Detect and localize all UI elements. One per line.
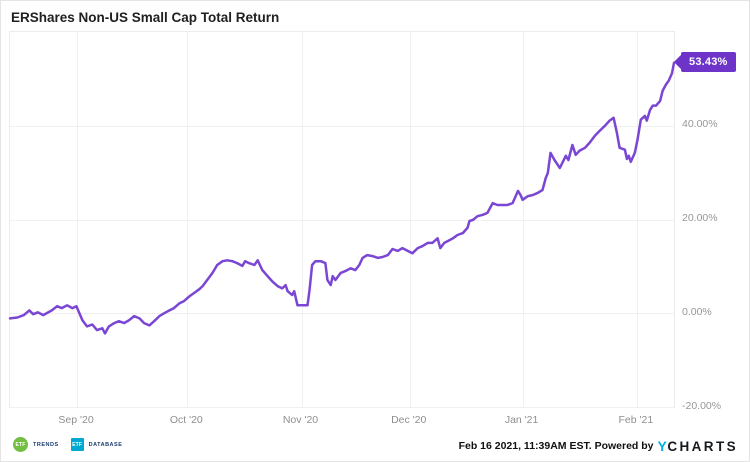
- v-gridline: [522, 32, 524, 407]
- x-tick-label: Feb '21: [618, 414, 654, 426]
- v-gridline: [187, 32, 189, 407]
- badge-pointer-icon: [673, 54, 689, 69]
- ycharts-logo: Y CHARTS: [658, 438, 739, 454]
- footer-logos: ETF TRENDS ETF DATABASE: [13, 437, 129, 452]
- plot-area: [8, 31, 676, 408]
- h-gridline: [10, 125, 674, 127]
- y-tick-label: -20.00%: [682, 399, 722, 412]
- etf-database-logo-icon: ETF: [70, 438, 84, 451]
- y-tick-label: 20.00%: [682, 212, 718, 224]
- etf-database-label: DATABASE: [88, 441, 123, 448]
- y-tick-label: 40.00%: [682, 118, 718, 131]
- v-gridline: [77, 32, 79, 407]
- ycharts-wordmark: CHARTS: [667, 438, 738, 454]
- timestamp-text: Feb 16 2021, 11:39AM EST. Powered by: [458, 440, 654, 452]
- x-tick-label: Nov '20: [282, 414, 319, 426]
- v-gridline: [409, 32, 411, 407]
- chart-title: ERShares Non-US Small Cap Total Return: [11, 10, 280, 25]
- etf-trends-label: TRENDS: [33, 441, 59, 448]
- last-value-text: 53.43%: [689, 55, 728, 68]
- line-chart-canvas: [8, 61, 676, 335]
- x-tick-label: Oct '20: [169, 414, 203, 426]
- h-gridline: [10, 407, 674, 408]
- x-tick-label: Jan '21: [504, 414, 539, 426]
- x-tick-label: Sep '20: [58, 414, 94, 426]
- v-gridline: [636, 32, 638, 407]
- y-tick-label: 0.00%: [682, 305, 712, 318]
- v-gridline: [301, 32, 303, 407]
- etf-trends-logo-icon: ETF: [13, 437, 28, 452]
- x-tick-label: Dec '20: [391, 414, 427, 426]
- attribution: Feb 16 2021, 11:39AM EST. Powered by Y C…: [459, 438, 738, 454]
- ycharts-y-icon: Y: [657, 438, 668, 454]
- last-value-badge: 53.43%: [673, 51, 736, 72]
- h-gridline: [10, 219, 674, 221]
- h-gridline: [10, 313, 674, 315]
- total-return-line: [8, 61, 676, 335]
